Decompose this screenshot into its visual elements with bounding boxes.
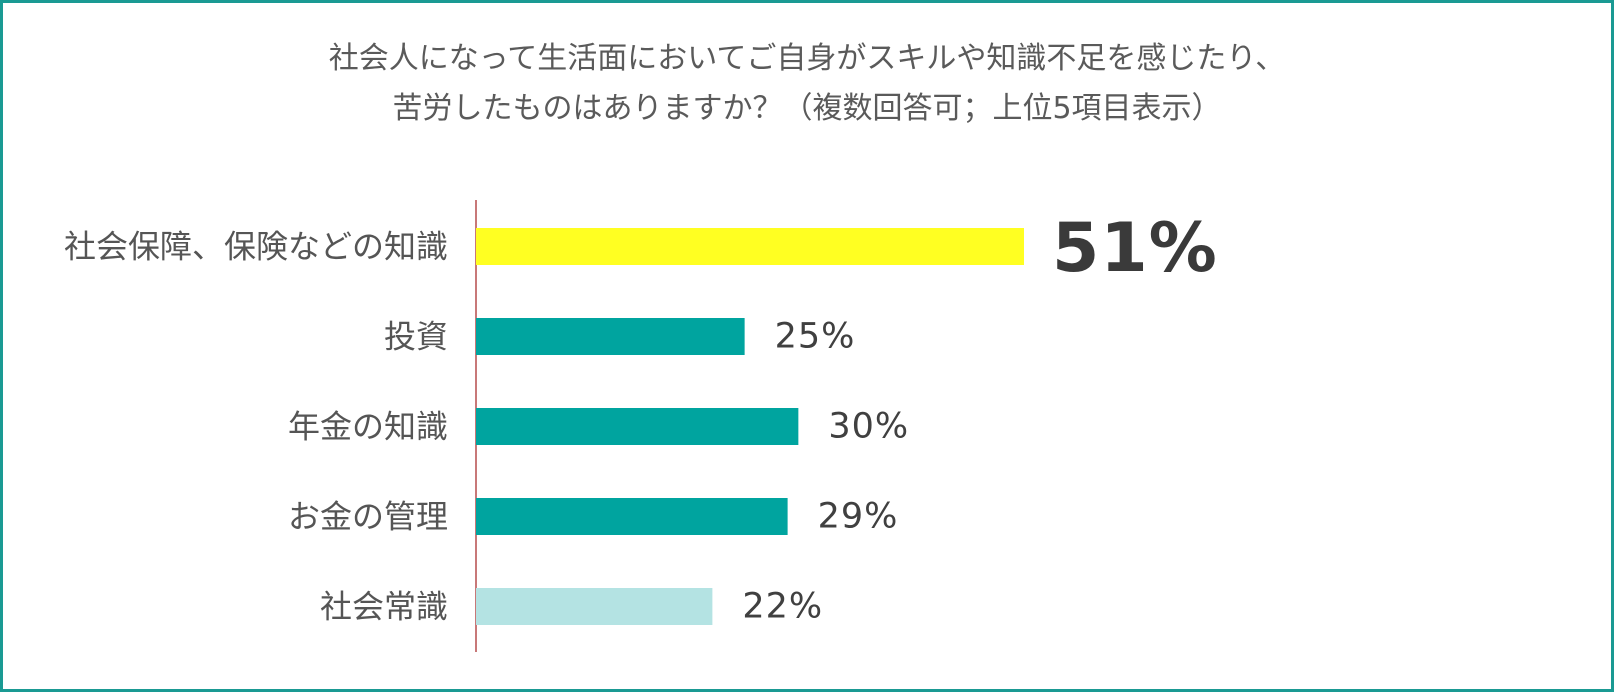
- bar-5: [476, 588, 713, 625]
- category-label-3: 年金の知識: [288, 408, 448, 446]
- bar-2: [476, 318, 745, 355]
- category-label-5: 社会常識: [320, 588, 448, 626]
- value-label-4: 29%: [818, 497, 899, 537]
- value-label-3: 30%: [828, 407, 909, 447]
- bar-3: [476, 408, 799, 445]
- bar-1: [476, 228, 1024, 265]
- value-label-1: 51%: [1052, 209, 1218, 288]
- category-label-4: お金の管理: [288, 498, 448, 536]
- category-label-2: 投資: [384, 318, 448, 356]
- chart-title: 社会人になって生活面においてご自身がスキルや知識不足を感じたり、 苦労したものは…: [0, 34, 1614, 134]
- value-label-2: 25%: [775, 317, 856, 357]
- bar-4: [476, 498, 788, 535]
- category-label-1: 社会保障、保険などの知識: [64, 228, 448, 266]
- chart-title-line-1: 社会人になって生活面においてご自身がスキルや知識不足を感じたり、: [328, 41, 1286, 76]
- value-label-5: 22%: [742, 587, 823, 627]
- chart-title-line-2: 苦労したものはありますか？（複数回答可；上位5項目表示）: [392, 91, 1222, 126]
